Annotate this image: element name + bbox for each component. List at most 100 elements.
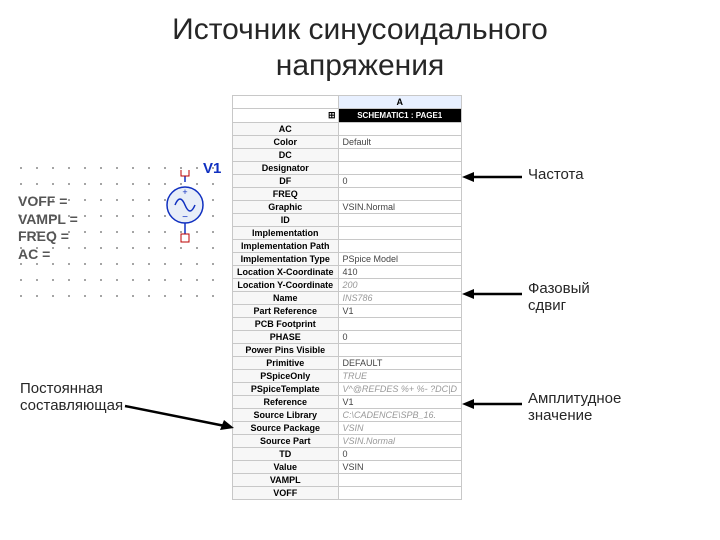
prop-value[interactable]: C:\CADENCE\SPB_16. <box>338 409 461 422</box>
table-row: PHASE0 <box>233 331 462 344</box>
table-row: PSpiceTemplateV^@REFDES %+ %- ?DC|D <box>233 383 462 396</box>
col-schematic: SCHEMATIC1 : PAGE1 <box>338 109 461 123</box>
arrow-freq-icon <box>462 168 524 186</box>
vsin-source-icon: + − <box>163 170 213 250</box>
prop-label: TD <box>233 448 339 461</box>
prop-value[interactable]: INS786 <box>338 292 461 305</box>
prop-value[interactable] <box>338 240 461 253</box>
prop-value[interactable] <box>338 344 461 357</box>
table-row: Part ReferenceV1 <box>233 305 462 318</box>
prop-value[interactable] <box>338 474 461 487</box>
table-row: Power Pins Visible <box>233 344 462 357</box>
prop-label: PHASE <box>233 331 339 344</box>
param-voff: VOFF = <box>18 193 78 211</box>
prop-value[interactable] <box>338 487 461 500</box>
prop-value[interactable]: DEFAULT <box>338 357 461 370</box>
prop-label: PSpiceOnly <box>233 370 339 383</box>
table-row: PrimitiveDEFAULT <box>233 357 462 370</box>
table-row: AC <box>233 123 462 136</box>
table-row: Source PackageVSIN <box>233 422 462 435</box>
table-row: NameINS786 <box>233 292 462 305</box>
title-line2: напряжения <box>276 49 444 82</box>
table-row: TD0 <box>233 448 462 461</box>
param-vampl: VAMPL = <box>18 211 78 229</box>
prop-value[interactable] <box>338 162 461 175</box>
prop-value[interactable]: 0 <box>338 331 461 344</box>
param-freq: FREQ = <box>18 228 78 246</box>
table-row: ValueVSIN <box>233 461 462 474</box>
table-row: Designator <box>233 162 462 175</box>
prop-value[interactable]: VSIN.Normal <box>338 435 461 448</box>
table-row: DF0 <box>233 175 462 188</box>
arrow-dc-icon <box>120 398 240 438</box>
prop-label: VOFF <box>233 487 339 500</box>
table-row: PCB Footprint <box>233 318 462 331</box>
prop-value[interactable] <box>338 227 461 240</box>
prop-label: Source Library <box>233 409 339 422</box>
prop-label: Part Reference <box>233 305 339 318</box>
prop-label: PCB Footprint <box>233 318 339 331</box>
col-plus[interactable]: ⊞ <box>233 109 339 123</box>
prop-value[interactable]: V1 <box>338 396 461 409</box>
table-row: VAMPL <box>233 474 462 487</box>
table-row: FREQ <box>233 188 462 201</box>
prop-label: AC <box>233 123 339 136</box>
prop-label: ID <box>233 214 339 227</box>
table-row: PSpiceOnlyTRUE <box>233 370 462 383</box>
prop-label: Primitive <box>233 357 339 370</box>
prop-label: Name <box>233 292 339 305</box>
prop-value[interactable] <box>338 149 461 162</box>
prop-label: Value <box>233 461 339 474</box>
prop-value[interactable]: 0 <box>338 448 461 461</box>
prop-value[interactable] <box>338 318 461 331</box>
prop-value[interactable]: Default <box>338 136 461 149</box>
arrow-ampl-icon <box>462 395 524 413</box>
table-row: Source LibraryC:\CADENCE\SPB_16. <box>233 409 462 422</box>
prop-value[interactable] <box>338 123 461 136</box>
table-row: DC <box>233 149 462 162</box>
prop-value[interactable]: V^@REFDES %+ %- ?DC|D <box>338 383 461 396</box>
table-row: Implementation Path <box>233 240 462 253</box>
table-row: ReferenceV1 <box>233 396 462 409</box>
prop-value[interactable]: 200 <box>338 279 461 292</box>
prop-label: VAMPL <box>233 474 339 487</box>
prop-label: FREQ <box>233 188 339 201</box>
prop-value[interactable]: VSIN <box>338 422 461 435</box>
prop-label: Implementation Path <box>233 240 339 253</box>
table-row: VOFF <box>233 487 462 500</box>
table-row: Source PartVSIN.Normal <box>233 435 462 448</box>
prop-value[interactable]: V1 <box>338 305 461 318</box>
prop-value[interactable]: TRUE <box>338 370 461 383</box>
prop-label: Location X-Coordinate <box>233 266 339 279</box>
svg-text:+: + <box>182 187 187 197</box>
prop-value[interactable]: VSIN.Normal <box>338 201 461 214</box>
prop-label: Implementation Type <box>233 253 339 266</box>
schematic-snippet: V1 + − VOFF = VAMPL = FREQ = AC = <box>18 165 218 305</box>
page-title: Источник синусоидального напряжения <box>0 0 720 84</box>
prop-label: DF <box>233 175 339 188</box>
annot-phase: Фазовый сдвиг <box>528 280 628 315</box>
title-line1: Источник синусоидального <box>172 13 548 46</box>
prop-label: PSpiceTemplate <box>233 383 339 396</box>
property-table: A ⊞ SCHEMATIC1 : PAGE1 ACColorDefaultDCD… <box>232 95 462 500</box>
annot-freq: Частота <box>528 166 608 183</box>
prop-value[interactable]: PSpice Model <box>338 253 461 266</box>
arrow-phase-icon <box>462 285 524 303</box>
table-row: ColorDefault <box>233 136 462 149</box>
table-row: GraphicVSIN.Normal <box>233 201 462 214</box>
table-row: Location X-Coordinate410 <box>233 266 462 279</box>
table-row: ID <box>233 214 462 227</box>
table-row: Implementation <box>233 227 462 240</box>
table-row: Implementation TypePSpice Model <box>233 253 462 266</box>
prop-label: Graphic <box>233 201 339 214</box>
prop-value[interactable] <box>338 214 461 227</box>
prop-label: Color <box>233 136 339 149</box>
prop-label: Designator <box>233 162 339 175</box>
prop-value[interactable] <box>338 188 461 201</box>
prop-value[interactable]: VSIN <box>338 461 461 474</box>
param-ac: AC = <box>18 246 78 264</box>
prop-label: Reference <box>233 396 339 409</box>
prop-value[interactable]: 410 <box>338 266 461 279</box>
prop-value[interactable]: 0 <box>338 175 461 188</box>
prop-label: Source Package <box>233 422 339 435</box>
